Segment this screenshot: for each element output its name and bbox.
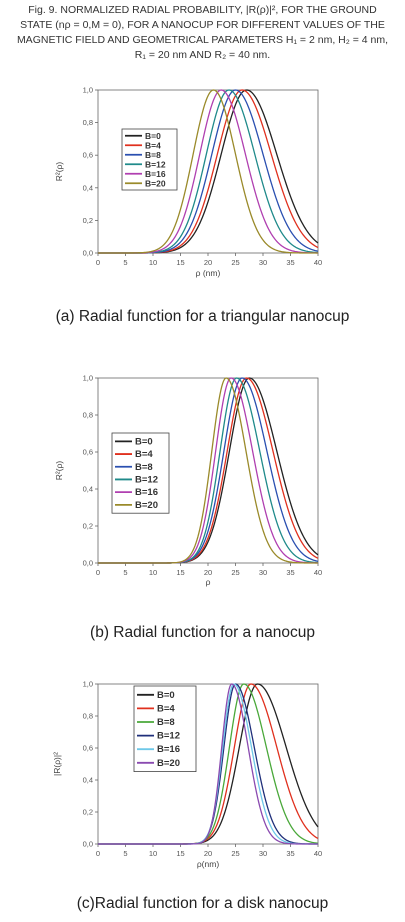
legend-label: B=20 [145,178,166,188]
chart-panel-c: 0 5 10 15 20 25 30 35 40 0,0 0,2 0,4 0,6 0,8 1,0 ρ(nm) |… [0,672,405,922]
y-axis-label: R²(ρ) [54,461,64,481]
x-tick-label: 10 [149,258,157,267]
y-tick-label: 0,6 [83,151,93,160]
legend-label: B=8 [157,717,175,728]
x-tick-label: 15 [176,568,184,577]
legend-label: B=16 [135,487,158,498]
subcaption-b: (b) Radial function for a nanocup [90,624,315,641]
x-tick-label: 35 [286,258,294,267]
x-tick-label: 5 [123,568,127,577]
x-tick-label: 25 [231,568,239,577]
legend-label: B=0 [145,131,161,141]
y-tick-label: 0,4 [83,485,93,494]
x-tick-label: 40 [314,849,322,858]
chart-b: 0 5 10 15 20 25 30 35 40 0,0 0,2 0,4 0,6 0,8 1,0 ρ R²(ρ)… [54,374,322,588]
chart-c: 0 5 10 15 20 25 30 35 40 0,0 0,2 0,4 0,6 0,8 1,0 ρ(nm) |… [52,680,322,870]
y-tick-label: 1,0 [83,680,93,689]
legend-box [121,128,178,191]
y-tick-label: 0,8 [83,411,93,420]
y-tick-label: 0,0 [83,559,93,568]
x-tick-label: 0 [96,568,100,577]
x-tick-label: 10 [149,849,157,858]
x-tick-label: 0 [96,849,100,858]
subcaption-c: (c)Radial function for a disk nanocup [76,895,329,912]
y-tick-label: 0,0 [83,840,93,849]
x-tick-label: 30 [259,849,267,858]
legend-label: B=8 [135,462,153,473]
figure-caption: Fig. 9. NORMALIZED RADIAL PROBABILITY, |… [4,3,401,63]
chart-panel-b: 0 5 10 15 20 25 30 35 40 0,0 0,2 0,4 0,6 0,8 1,0 ρ R²(ρ)… [0,363,405,663]
legend-label: B=4 [145,140,161,150]
x-tick-label: 5 [123,258,127,267]
legend-box [111,432,170,514]
legend-label: B=4 [135,449,153,460]
x-tick-label: 40 [314,258,322,267]
x-tick-label: 20 [204,258,212,267]
legend-label: B=0 [135,436,153,447]
series-line-b-0 [98,683,319,845]
y-tick-label: 0,8 [83,118,93,127]
series-line-b-20 [98,377,318,564]
x-tick-label: 35 [286,568,294,577]
x-tick-label: 20 [204,568,212,577]
series-line-b-12 [98,683,318,845]
series-line-b-20 [98,89,318,254]
y-axis-label: R²(ρ) [54,162,64,182]
y-tick-label: 0,8 [83,712,93,721]
subcaption-a: (a) Radial function for a triangular nan… [55,308,350,325]
x-tick-label: 40 [314,568,322,577]
y-tick-label: 0,6 [83,448,93,457]
series-line-b-16 [98,683,318,845]
y-tick-label: 1,0 [83,86,93,95]
y-axis-label: |R(ρ)|² [52,752,62,776]
legend-label: B=20 [135,500,158,511]
series-line-b-8 [98,683,319,845]
legend-label: B=4 [157,703,175,714]
caption-line: MAGNETIC FIELD AND GEOMETRICAL PARAMETER… [16,34,389,46]
x-tick-label: 30 [259,258,267,267]
x-tick-label: 10 [149,568,157,577]
chart-panel-a: 0 5 10 15 20 25 30 35 40 0,0 0,2 0,4 0,6 0,8 1,0 ρ (nm)… [0,78,405,378]
y-tick-label: 0,2 [83,808,93,817]
legend-label: B=16 [145,169,166,179]
x-tick-label: 25 [231,849,239,858]
y-tick-label: 0,0 [83,249,93,258]
y-tick-label: 0,2 [83,522,93,531]
y-tick-label: 0,6 [83,744,93,753]
legend-label: B=12 [157,731,180,742]
y-tick-label: 0,4 [83,776,93,785]
series-line-b-20 [98,683,318,845]
x-tick-label: 5 [123,849,127,858]
caption-line: R₁ = 20 nm AND R₂ = 40 nm. [134,49,271,61]
x-tick-label: 20 [204,849,212,858]
legend-label: B=8 [145,150,161,160]
chart-a: 0 5 10 15 20 25 30 35 40 0,0 0,2 0,4 0,6 0,8 1,0 ρ (nm)… [54,86,322,279]
plot-frame [97,683,319,845]
x-axis-label: ρ(nm) [197,859,219,869]
x-tick-label: 25 [231,258,239,267]
legend-label: B=20 [157,758,180,769]
x-axis-label: ρ [206,577,211,587]
caption-line: STATE (nρ = 0,M = 0), FOR A NANOCUP FOR … [20,19,385,31]
y-tick-label: 0,4 [83,183,93,192]
legend-label: B=16 [157,744,180,755]
x-tick-label: 15 [176,258,184,267]
y-tick-label: 1,0 [83,374,93,383]
legend-label: B=12 [145,159,166,169]
legend-label: B=12 [135,474,158,485]
x-tick-label: 15 [176,849,184,858]
y-tick-label: 0,2 [83,216,93,225]
legend-label: B=0 [157,690,175,701]
series-line-b-4 [98,683,319,845]
x-tick-label: 0 [96,258,100,267]
x-tick-label: 35 [286,849,294,858]
caption-line: Fig. 9. NORMALIZED RADIAL PROBABILITY, |… [28,4,377,16]
x-axis-label: ρ (nm) [196,268,221,278]
legend-box [133,685,197,772]
x-tick-label: 30 [259,568,267,577]
